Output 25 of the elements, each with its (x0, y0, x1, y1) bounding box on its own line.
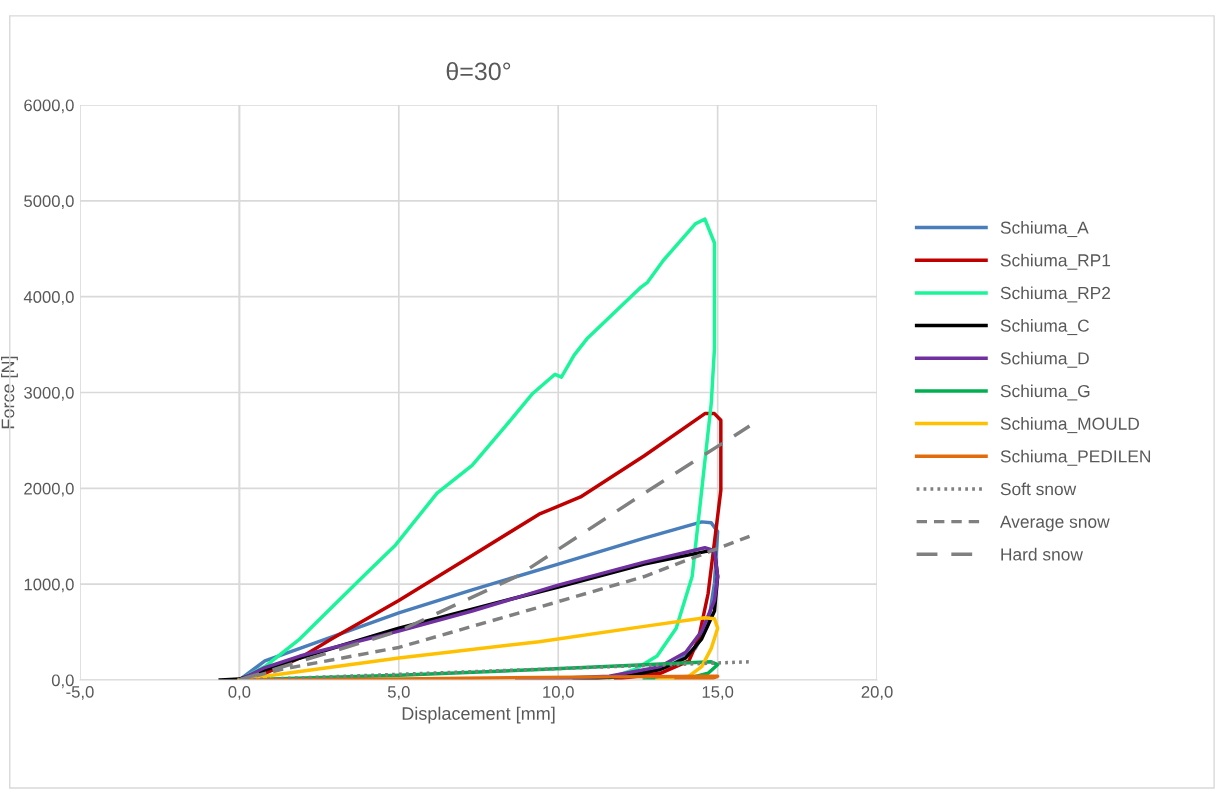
x-tick-label: 10,0 (543, 686, 574, 700)
y-tick-label: 1000,0 (24, 578, 74, 593)
legend-label: Schiuma_RP1 (1000, 253, 1111, 270)
y-tick-label: 4000,0 (23, 291, 74, 305)
legend-label: Schiuma_RP2 (1000, 286, 1111, 303)
x-axis-title: Displacement [mm] (402, 706, 555, 724)
legend-label: Schiuma_A (1000, 221, 1089, 238)
legend-label: Soft snow (1000, 482, 1077, 496)
legend-label: Schiuma_G (1000, 384, 1090, 401)
legend-label: Schiuma_C (1000, 319, 1090, 336)
y-tick-label: 6000,0 (24, 99, 74, 114)
y-axis-title: Force [N] (1, 356, 18, 429)
legend-label: Schiuma_PEDILEN (1000, 449, 1151, 466)
x-tick-label: 15,0 (702, 686, 734, 700)
x-tick-label: 0,0 (228, 686, 251, 700)
y-tick-label: 3000,0 (24, 386, 74, 401)
legend-label: Hard snow (1001, 547, 1083, 561)
x-tick-label: 20,0 (861, 686, 893, 700)
legend-label: Average snow (999, 515, 1110, 532)
y-tick-label: 2000,0 (24, 482, 74, 497)
chart-title: θ=30° (446, 61, 511, 81)
legend-label: Schiuma_D (1000, 351, 1089, 368)
x-tick-label: 5,0 (387, 686, 410, 700)
y-tick-label: 5000,0 (24, 195, 74, 210)
legend-label: Schiuma_MOULD (1000, 417, 1140, 434)
